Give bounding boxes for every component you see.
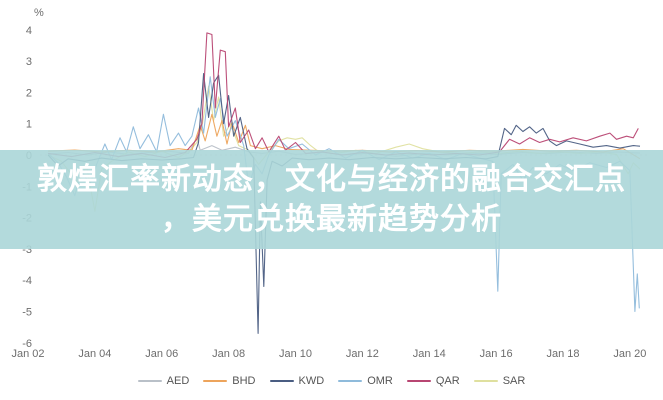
legend-swatch-qar [406, 380, 431, 382]
legend-swatch-bhd [203, 380, 228, 382]
legend-item-kwd[interactable]: KWD [269, 375, 325, 387]
y-tick-label: 2 [26, 87, 32, 99]
legend-label: SAR [502, 375, 526, 387]
y-tick-label: -5 [22, 307, 32, 319]
y-tick-label: -3 [22, 244, 32, 256]
y-tick-label: 1 [26, 119, 32, 131]
y-tick-label: -4 [22, 275, 32, 287]
legend-label: AED [166, 375, 190, 387]
y-tick-label: 4 [26, 25, 32, 37]
chart-legend: AED BHD KWD OMR QAR SAR [0, 371, 663, 391]
legend-label: BHD [232, 375, 256, 387]
x-tick-label: Jan 20 [613, 348, 646, 360]
legend-swatch-omr [338, 380, 363, 382]
title-overlay-banner: 敦煌汇率新动态，文化与经济的融合交汇点 ，美元兑换最新趋势分析 [0, 150, 663, 249]
legend-swatch-aed [137, 380, 162, 382]
overlay-title-line1: 敦煌汇率新动态，文化与经济的融合交汇点 [37, 162, 626, 196]
y-axis-unit-label: % [34, 7, 44, 19]
legend-item-omr[interactable]: OMR [338, 375, 393, 387]
legend-item-bhd[interactable]: BHD [203, 375, 256, 387]
y-tick-label: 3 [26, 56, 32, 68]
x-tick-label: Jan 04 [78, 348, 111, 360]
legend-swatch-kwd [269, 380, 294, 382]
legend-label: KWD [298, 375, 325, 387]
x-tick-label: Jan 08 [212, 348, 245, 360]
legend-swatch-sar [473, 380, 498, 382]
overlay-title-line2: ，美元兑换最新趋势分析 [161, 202, 502, 236]
legend-item-aed[interactable]: AED [137, 375, 190, 387]
x-tick-label: Jan 02 [11, 348, 44, 360]
x-tick-label: Jan 14 [413, 348, 446, 360]
x-tick-label: Jan 10 [279, 348, 312, 360]
legend-item-qar[interactable]: QAR [406, 375, 460, 387]
x-tick-label: Jan 16 [480, 348, 513, 360]
legend-item-sar[interactable]: SAR [473, 375, 526, 387]
legend-label: OMR [367, 375, 393, 387]
x-tick-label: Jan 12 [346, 348, 379, 360]
x-tick-label: Jan 18 [547, 348, 580, 360]
legend-label: QAR [435, 375, 460, 387]
x-tick-label: Jan 06 [145, 348, 178, 360]
series-line-qar [48, 32, 639, 159]
y-tick-label: -6 [22, 338, 32, 350]
